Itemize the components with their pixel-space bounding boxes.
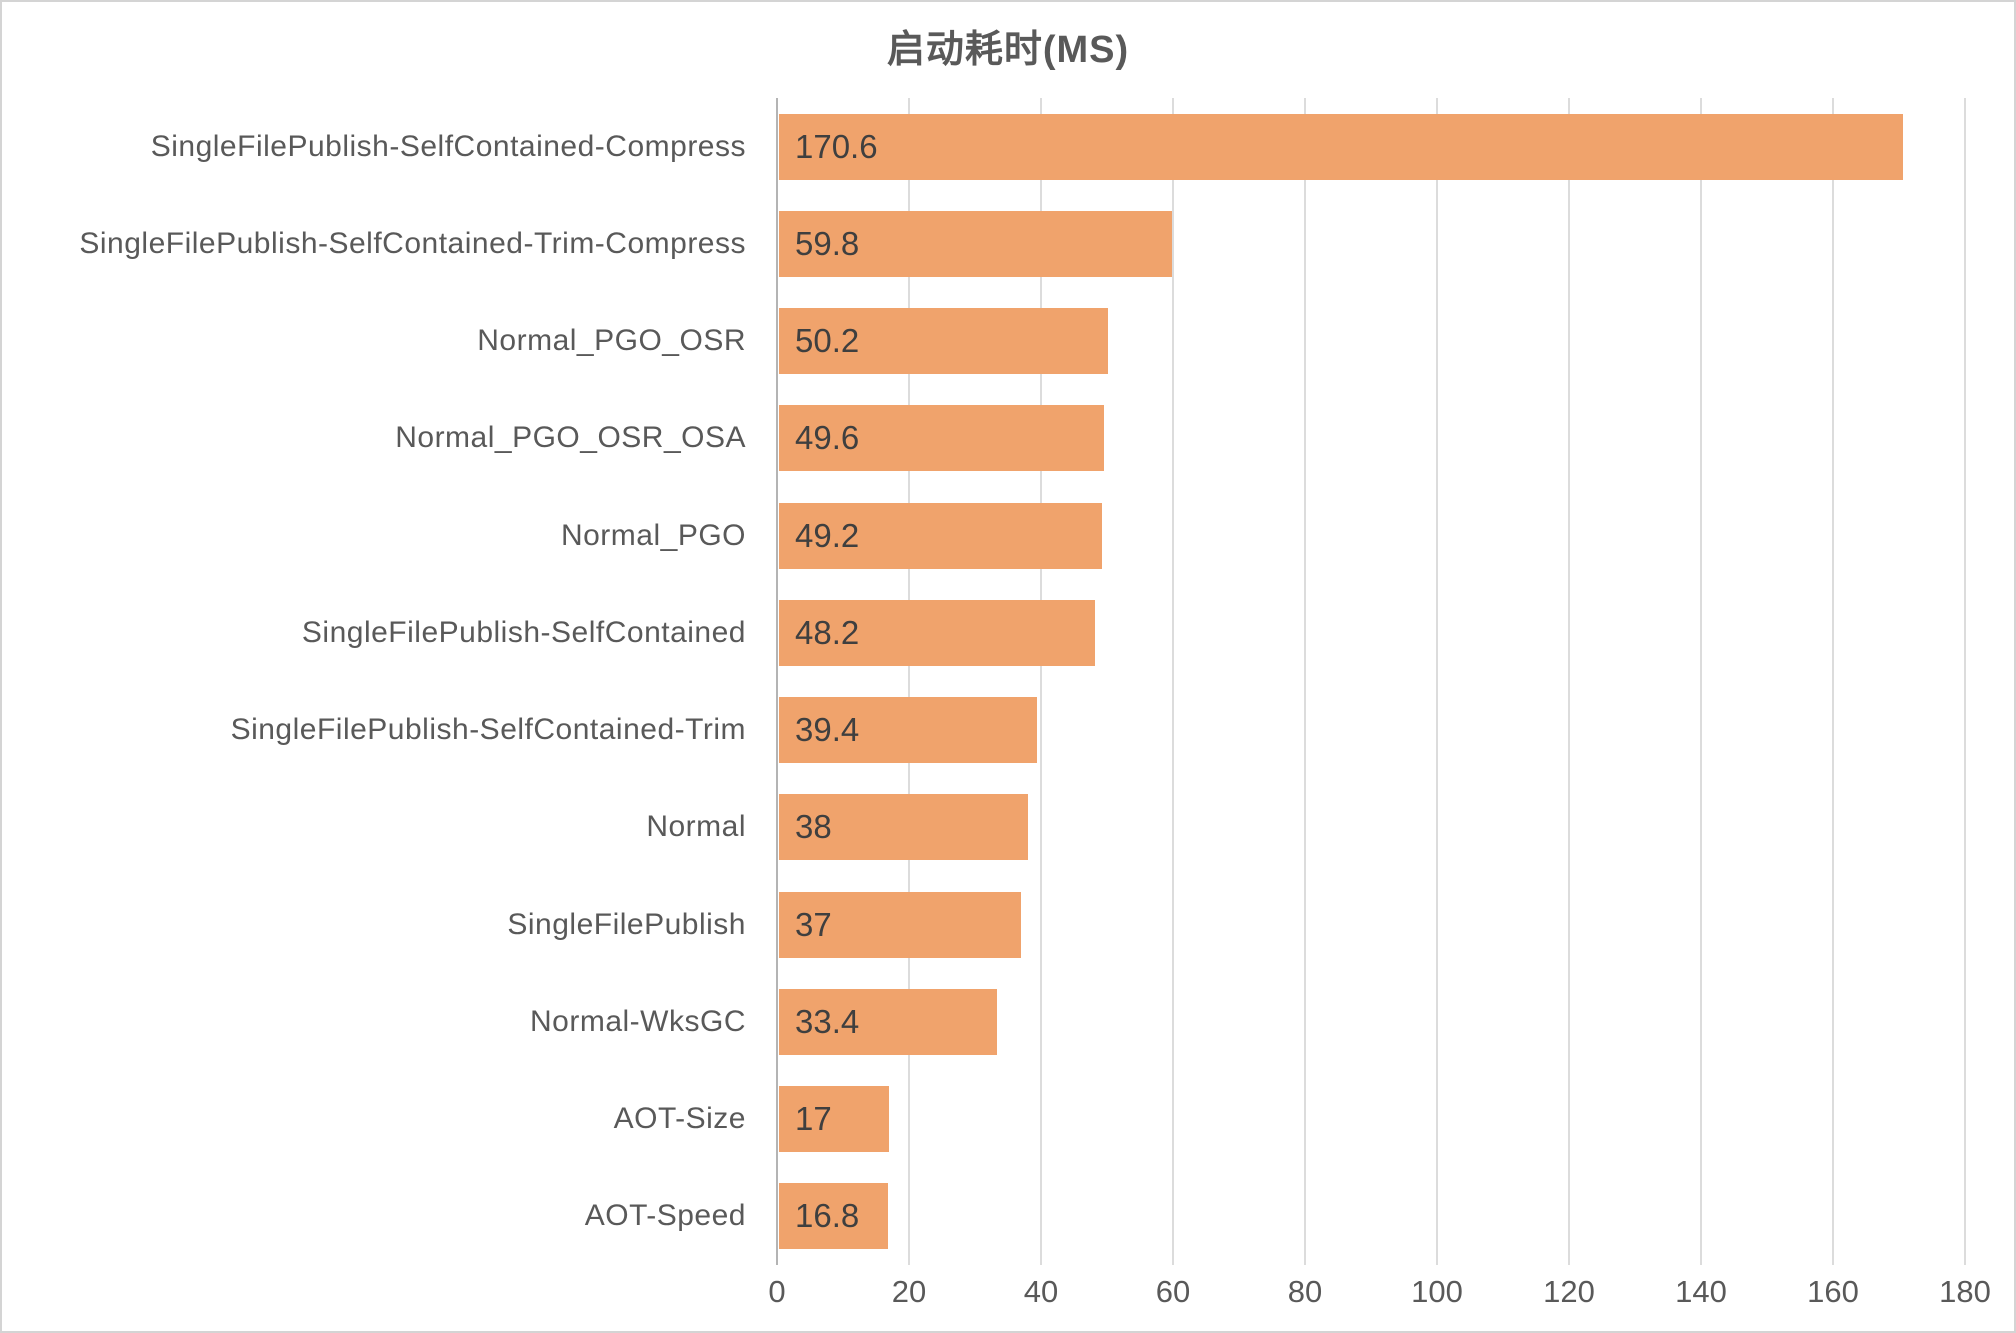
value-label-9: 33.4 [795,1002,860,1040]
bar-0 [779,113,1903,180]
category-label: AOT-Speed [584,1199,746,1233]
value-label-1: 59.8 [795,224,860,262]
category-axis-line [776,98,778,1265]
value-label-10: 17 [795,1100,832,1138]
x-tick-label-0: 0 [768,1274,786,1309]
bar-6 [779,697,1038,764]
value-label-5: 48.2 [795,613,860,651]
gridline-180 [1964,98,1966,1265]
gridline-80 [1304,98,1306,1265]
bar-11 [779,1183,888,1250]
bar-8 [779,891,1022,958]
gridline-100 [1436,98,1438,1265]
category-label: Normal_PGO_OSR_OSA [395,421,746,455]
value-label-8: 37 [795,905,832,943]
gridline-40 [1040,98,1042,1265]
x-tick-label-80: 80 [1287,1274,1323,1309]
x-tick-label-20: 20 [891,1274,927,1309]
bar-4 [779,502,1102,569]
value-label-11: 16.8 [795,1197,860,1235]
bar-1 [779,210,1172,277]
gridline-140 [1700,98,1702,1265]
value-label-6: 39.4 [795,711,860,749]
bar-2 [779,308,1109,375]
bar-9 [779,988,998,1055]
bar-5 [779,599,1096,666]
x-tick-label-120: 120 [1543,1274,1595,1309]
value-label-0: 170.6 [795,127,878,165]
x-tick-label-180: 180 [1939,1274,1991,1309]
gridline-20 [908,98,910,1265]
x-tick-label-160: 160 [1807,1274,1859,1309]
category-label: SingleFilePublish-SelfContained-Compress [150,129,746,163]
x-tick-label-40: 40 [1023,1274,1059,1309]
category-label: SingleFilePublish-SelfContained-Trim-Com… [79,226,746,260]
value-label-3: 49.6 [795,419,860,457]
category-label: Normal_PGO_OSR [477,324,746,358]
chart-title: 启动耗时(MS) [886,29,1130,71]
gridline-60 [1172,98,1174,1265]
category-label: Normal [646,810,746,844]
bar-3 [779,405,1105,472]
x-tick-label-100: 100 [1411,1274,1463,1309]
category-label: AOT-Size [613,1102,746,1136]
category-label: Normal_PGO [560,518,746,552]
gridline-120 [1568,98,1570,1265]
category-label: SingleFilePublish-SelfContained-Trim [230,713,746,747]
x-tick-label-140: 140 [1675,1274,1727,1309]
x-tick-label-60: 60 [1155,1274,1191,1309]
category-label: Normal-WksGC [530,1004,746,1038]
category-label: SingleFilePublish [507,907,746,941]
category-label: SingleFilePublish-SelfContained [301,615,746,649]
bar-10 [779,1086,890,1153]
value-label-2: 50.2 [795,322,860,360]
value-label-4: 49.2 [795,516,860,554]
bar-7 [779,794,1028,861]
value-label-7: 38 [795,808,832,846]
gridline-160 [1832,98,1834,1265]
